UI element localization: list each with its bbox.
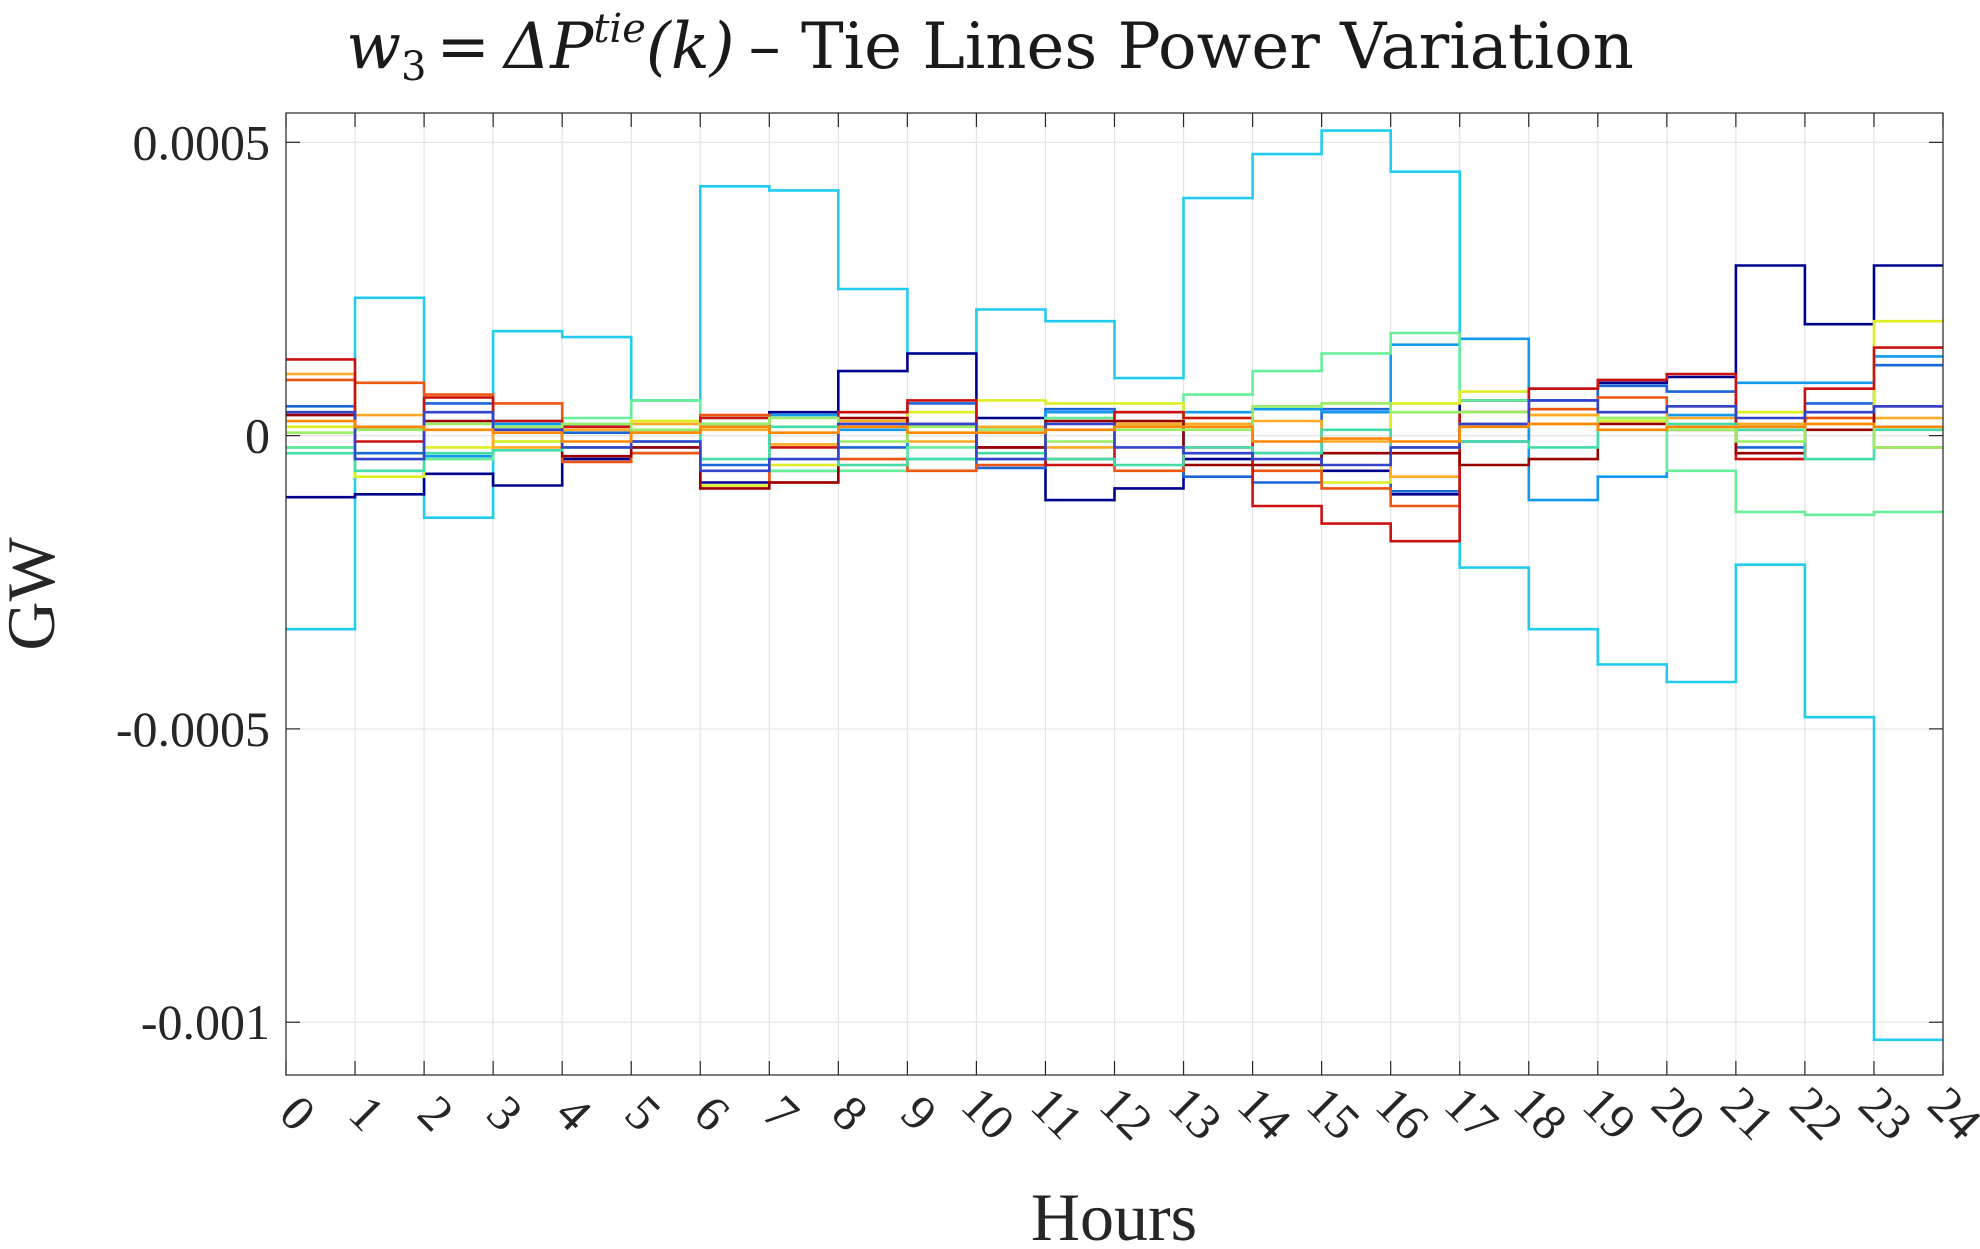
x-axis-label: Hours [1031,1179,1197,1249]
y-tick-label: -0.0005 [116,701,270,757]
y-tick-labels: 0.0005 0 -0.0005 -0.001 [116,114,270,1050]
title-equals: = [436,10,490,84]
series-line-12 [286,402,1943,449]
y-tick-label: -0.001 [141,994,270,1050]
series-line-1 [286,129,1943,1042]
title-text: – Tie Lines Power Variation [749,10,1634,84]
y-axis-label: GW [0,537,69,651]
y-tick-label: 0.0005 [133,114,271,170]
title-var-base: w [346,10,401,84]
series-line-2 [286,264,1943,502]
title-superscript: tie [593,6,646,52]
title-var-sub: 3 [401,44,426,90]
title-arg: (k) [646,10,735,84]
title-delta-p: ΔP [501,10,594,84]
series-line-14 [286,419,1943,443]
chart-title: w3 = ΔPtie(k) – Tie Lines Power Variation [346,6,1634,90]
ticks [285,113,1944,1075]
series-group [286,129,1943,1042]
y-tick-label: 0 [245,408,270,464]
